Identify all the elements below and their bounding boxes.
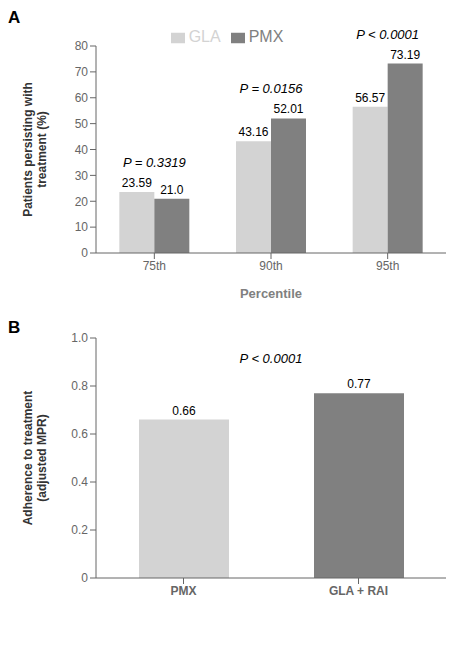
svg-text:0.66: 0.66 — [172, 404, 196, 418]
html-text:A: A — [8, 8, 21, 27]
svg-text:30: 30 — [75, 169, 89, 183]
svg-text:Adherence to treatment: Adherence to treatment — [21, 391, 35, 526]
svg-text:P = 0.0156: P = 0.0156 — [240, 81, 304, 96]
svg-text:50: 50 — [75, 117, 89, 131]
svg-text:52.01: 52.01 — [273, 102, 303, 116]
svg-text:GLA + RAI: GLA + RAI — [329, 584, 388, 598]
html-text:GLA: GLA — [188, 28, 221, 45]
svg-text:43.16: 43.16 — [238, 125, 268, 139]
svg-text:PMX: PMX — [170, 584, 196, 598]
svg-text:0.77: 0.77 — [347, 377, 371, 391]
svg-text:21.0: 21.0 — [160, 183, 184, 197]
svg-text:80: 80 — [75, 39, 89, 53]
svg-text:90th: 90th — [259, 259, 282, 273]
svg-text:0.8: 0.8 — [71, 379, 88, 393]
svg-text:56.57: 56.57 — [355, 91, 385, 105]
svg-text:0.6: 0.6 — [71, 427, 88, 441]
html-text:P < 0.0001: P < 0.0001 — [239, 351, 303, 367]
html-text:PMX: PMX — [248, 28, 284, 45]
svg-text:10: 10 — [75, 220, 89, 234]
svg-text:P = 0.3319: P = 0.3319 — [123, 155, 186, 170]
svg-text:(adjusted MPR): (adjusted MPR) — [35, 414, 49, 501]
svg-text:0: 0 — [81, 571, 88, 585]
svg-text:20: 20 — [75, 195, 89, 209]
svg-text:75th: 75th — [143, 259, 166, 273]
svg-text:95th: 95th — [376, 259, 399, 273]
svg-text:1.0: 1.0 — [71, 331, 88, 345]
svg-text:73.19: 73.19 — [390, 48, 420, 62]
svg-text:treatment (%): treatment (%) — [35, 111, 49, 188]
svg-text:0.2: 0.2 — [71, 523, 88, 537]
svg-text:40: 40 — [75, 143, 89, 157]
svg-text:Patients persisting with: Patients persisting with — [21, 82, 35, 217]
svg-text:70: 70 — [75, 65, 89, 79]
svg-text:23.59: 23.59 — [122, 176, 152, 190]
html-text:B: B — [8, 318, 21, 337]
svg-text:0: 0 — [81, 246, 88, 260]
svg-text:0.4: 0.4 — [71, 475, 88, 489]
svg-text:60: 60 — [75, 91, 89, 105]
svg-text:P < 0.0001: P < 0.0001 — [356, 27, 419, 42]
svg-text:Percentile: Percentile — [240, 286, 302, 301]
